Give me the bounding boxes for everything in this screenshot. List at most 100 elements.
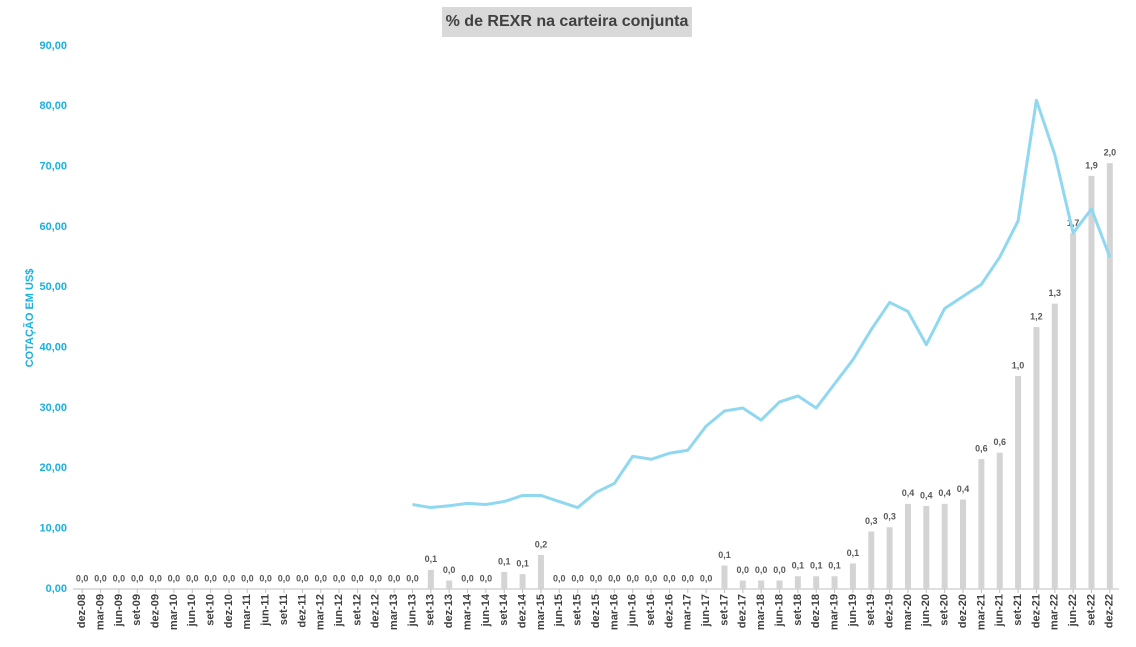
bar (537, 554, 544, 589)
x-tick-label: set-20 (939, 594, 951, 626)
x-tick-label: mar-13 (388, 594, 400, 630)
bar-value-label: 0,0 (737, 565, 750, 575)
bar-value-label: 0,0 (296, 573, 309, 583)
x-tick-label: mar-20 (902, 594, 914, 630)
x-tick-label: jun-10 (186, 594, 198, 627)
bar-value-label: 0,0 (113, 573, 126, 583)
x-tick-label: set-16 (645, 594, 657, 626)
x-tick-label: jun-17 (700, 594, 712, 627)
bar (813, 576, 820, 589)
x-tick-label: set-13 (425, 594, 437, 626)
bar-value-label: 0,0 (480, 573, 493, 583)
x-tick-label: mar-16 (608, 594, 620, 630)
x-tick-label: dez-10 (223, 594, 235, 628)
bar (996, 452, 1003, 589)
x-tick-label: mar-09 (94, 594, 106, 630)
bar-value-label: 1,3 (1049, 288, 1062, 298)
bar-value-label: 0,4 (957, 484, 970, 494)
x-tick-label: dez-11 (296, 594, 308, 628)
y-tick-label: 0,00 (46, 583, 67, 595)
x-tick-label: jun-22 (1067, 594, 1079, 627)
x-tick-label: mar-17 (682, 594, 694, 630)
bar-value-label: 0,4 (938, 488, 951, 498)
bar (904, 503, 911, 589)
y-tick-label: 10,00 (39, 523, 67, 535)
x-tick-label: mar-18 (755, 594, 767, 630)
x-tick-label: dez-17 (737, 594, 749, 628)
bar-value-label: 0,1 (718, 550, 731, 560)
bar-value-label: 1,2 (1030, 311, 1043, 321)
bar-value-label: 1,7 (1067, 218, 1080, 228)
x-tick-label: jun-16 (627, 594, 639, 627)
bar-value-label: 0,0 (149, 573, 162, 583)
bar-value-label: 0,0 (259, 573, 272, 583)
bar (427, 569, 434, 589)
bar-value-label: 0,0 (773, 565, 786, 575)
y-tick-label: 30,00 (39, 402, 67, 414)
bar-value-label: 0,1 (792, 561, 805, 571)
line (412, 98, 1112, 510)
bar-value-label: 0,0 (590, 573, 603, 583)
bar (758, 580, 765, 589)
bar (1106, 163, 1113, 589)
y-tick-label: 90,00 (39, 40, 67, 52)
bar (446, 580, 453, 589)
bar (1033, 327, 1040, 589)
bar-value-label: 0,0 (351, 573, 364, 583)
x-tick-label: set-22 (1085, 594, 1097, 626)
x-tick-label: set-15 (572, 594, 584, 626)
chart-title: % de REXR na carteira conjunta (446, 13, 689, 30)
x-tick-label: set-21 (1012, 594, 1024, 626)
x-tick-label: mar-15 (535, 594, 547, 630)
x-tick-label: set-11 (278, 594, 290, 625)
bar-value-label: 0,0 (168, 573, 181, 583)
x-tick-label: mar-19 (828, 594, 840, 630)
bar-value-label: 0,0 (626, 573, 639, 583)
bar-value-label: 0,0 (314, 573, 327, 583)
title-box (442, 7, 692, 37)
bar-value-label: 1,9 (1085, 160, 1098, 170)
x-tick-label: jun-21 (994, 594, 1006, 627)
x-tick-label: dez-12 (370, 594, 382, 628)
y-tick-label: 70,00 (39, 161, 67, 173)
bar (831, 576, 838, 589)
bar (960, 499, 967, 589)
x-tick-label: set-19 (865, 594, 877, 626)
bar (941, 503, 948, 589)
bar (519, 574, 526, 589)
x-tick-label: set-10 (205, 594, 217, 626)
bar-value-label: 0,0 (76, 573, 89, 583)
bar-value-label: 0,0 (663, 573, 676, 583)
x-tick-label: mar-10 (168, 594, 180, 630)
bar-value-label: 0,3 (883, 512, 896, 522)
bar-value-label: 0,1 (810, 561, 823, 571)
x-tick-label: dez-15 (590, 594, 602, 628)
bar-value-label: 0,0 (461, 573, 474, 583)
bar-value-label: 0,1 (828, 561, 841, 571)
x-tick-label: dez-19 (884, 594, 896, 628)
x-tick-label: set-18 (792, 594, 804, 626)
bar (886, 527, 893, 589)
bar-value-label: 0,0 (370, 573, 383, 583)
bar (1070, 233, 1077, 589)
bar-value-label: 0,6 (993, 437, 1006, 447)
bar (776, 580, 783, 589)
bar-value-label: 0,0 (94, 573, 107, 583)
bar-value-label: 0,0 (443, 565, 456, 575)
y-tick-label: 60,00 (39, 221, 67, 233)
x-tick-label: dez-18 (810, 594, 822, 628)
bar-value-label: 0,0 (553, 573, 566, 583)
x-tick-label: mar-12 (315, 594, 327, 630)
x-tick-label: mar-22 (1049, 594, 1061, 630)
bar-value-label: 0,0 (131, 573, 144, 583)
bar (739, 580, 746, 589)
bar (1088, 175, 1095, 590)
x-tick-label: jun-13 (406, 594, 418, 627)
x-tick-label: jun-11 (260, 594, 272, 627)
bar-value-label: 0,0 (388, 573, 401, 583)
bar-value-label: 0,0 (204, 573, 217, 583)
y-tick-label: 50,00 (39, 281, 67, 293)
bar-value-label: 0,0 (700, 573, 713, 583)
bar-value-label: 0,0 (333, 573, 346, 583)
